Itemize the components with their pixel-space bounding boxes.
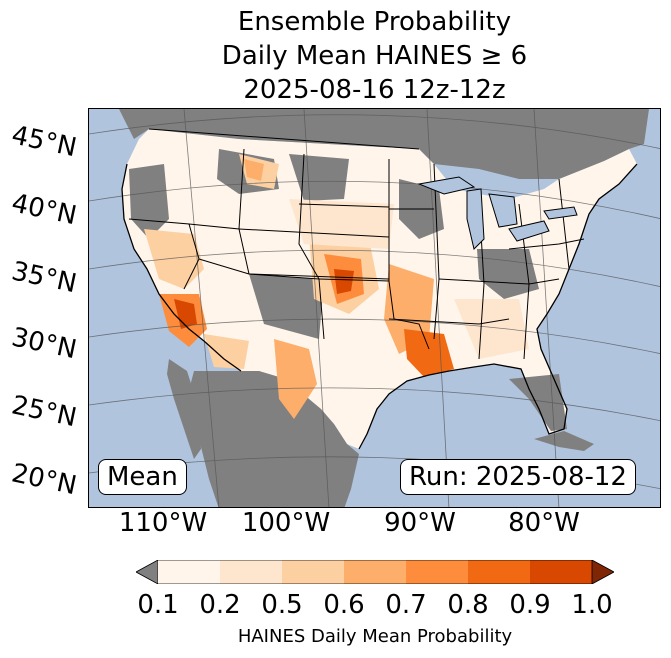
lon-label-90w: 90°W [384, 508, 456, 538]
lat-label-45: 45°N [8, 120, 80, 164]
map-canvas [89, 109, 660, 507]
lon-label-80w: 80°W [508, 508, 580, 538]
lat-label-20: 20°N [8, 458, 80, 502]
lat-label-40: 40°N [8, 188, 80, 232]
colorbar-tick-0-1: 0.1 [137, 590, 179, 620]
lat-label-30: 30°N [8, 322, 80, 366]
title-line-1: Ensemble Probability [237, 7, 512, 37]
map-panel [88, 108, 661, 508]
colorbar-over-arrow [591, 560, 614, 584]
lat-label-25: 25°N [8, 390, 80, 434]
colorbar-label: HAINES Daily Mean Probability [237, 626, 513, 647]
colorbar-bin-7 [530, 560, 592, 584]
state-borders [128, 128, 585, 360]
cuba-land [534, 431, 594, 451]
colorbar-tick-0-2: 0.2 [199, 590, 241, 620]
mexico-land [184, 371, 359, 507]
great-lakes [417, 176, 578, 250]
lon-label-100w: 100°W [241, 508, 331, 538]
canada-land [119, 109, 649, 179]
stat-label-box: Mean [98, 459, 187, 495]
colorbar-tick-0-6: 0.6 [323, 590, 365, 620]
colorbar-tick-0-5: 0.5 [261, 590, 303, 620]
coastline [121, 163, 638, 450]
colorbar-bin-6 [468, 560, 530, 584]
colorbar-tick-0-8: 0.8 [447, 590, 489, 620]
colorbar-bin-2 [220, 560, 282, 584]
colorbar-bin-3 [282, 560, 344, 584]
colorbar-bin-1 [158, 560, 220, 584]
colorbar-under-arrow [136, 560, 159, 584]
lon-label-110w: 110°W [118, 508, 208, 538]
colorbar-bin-4 [344, 560, 406, 584]
baja-land [167, 359, 201, 459]
colorbar-bin-5 [406, 560, 468, 584]
run-label-box: Run: 2025-08-12 [400, 459, 636, 495]
colorbar [136, 560, 614, 584]
colorbar-tick-0-9: 0.9 [509, 590, 551, 620]
lat-label-35: 35°N [8, 256, 80, 300]
title-line-3: 2025-08-16 12z-12z [243, 75, 506, 105]
title-line-2: Daily Mean HAINES ≥ 6 [221, 41, 528, 71]
colorbar-tick-0-7: 0.7 [385, 590, 427, 620]
colorbar-tick-1-0: 1.0 [571, 590, 613, 620]
